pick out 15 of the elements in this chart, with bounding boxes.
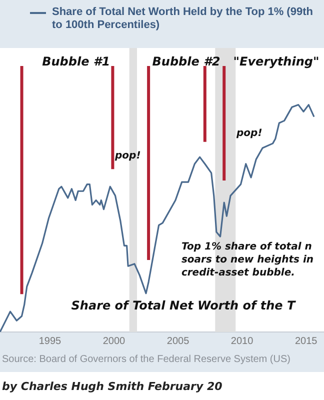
legend-label: Share of Total Net Worth Held by the Top 1% (99th to 100th Percentiles) bbox=[52, 6, 314, 32]
annotation: Top 1% share of total n soars to new heights in credit-asset bubble. bbox=[181, 241, 314, 278]
x-tick-label: 2015 bbox=[294, 336, 318, 347]
text: "Everything" bbox=[233, 54, 320, 68]
text: Bubble #1 bbox=[42, 54, 110, 68]
x-tick-label: 2010 bbox=[230, 336, 254, 347]
text: Bubble #2 bbox=[152, 54, 220, 68]
x-tick-label: 2000 bbox=[102, 336, 126, 347]
x-tick-label: 1995 bbox=[38, 336, 62, 347]
text: by Charles Hugh Smith February 20 bbox=[2, 380, 222, 393]
annotation: pop! bbox=[236, 128, 262, 139]
annotation: pop! bbox=[114, 150, 141, 162]
annotation: Share of Total Net Worth of the T bbox=[71, 298, 296, 313]
source-note: Source: Board of Governors of the Federal Reserve System (US) bbox=[2, 354, 290, 365]
x-tick-label: 2005 bbox=[166, 336, 190, 347]
